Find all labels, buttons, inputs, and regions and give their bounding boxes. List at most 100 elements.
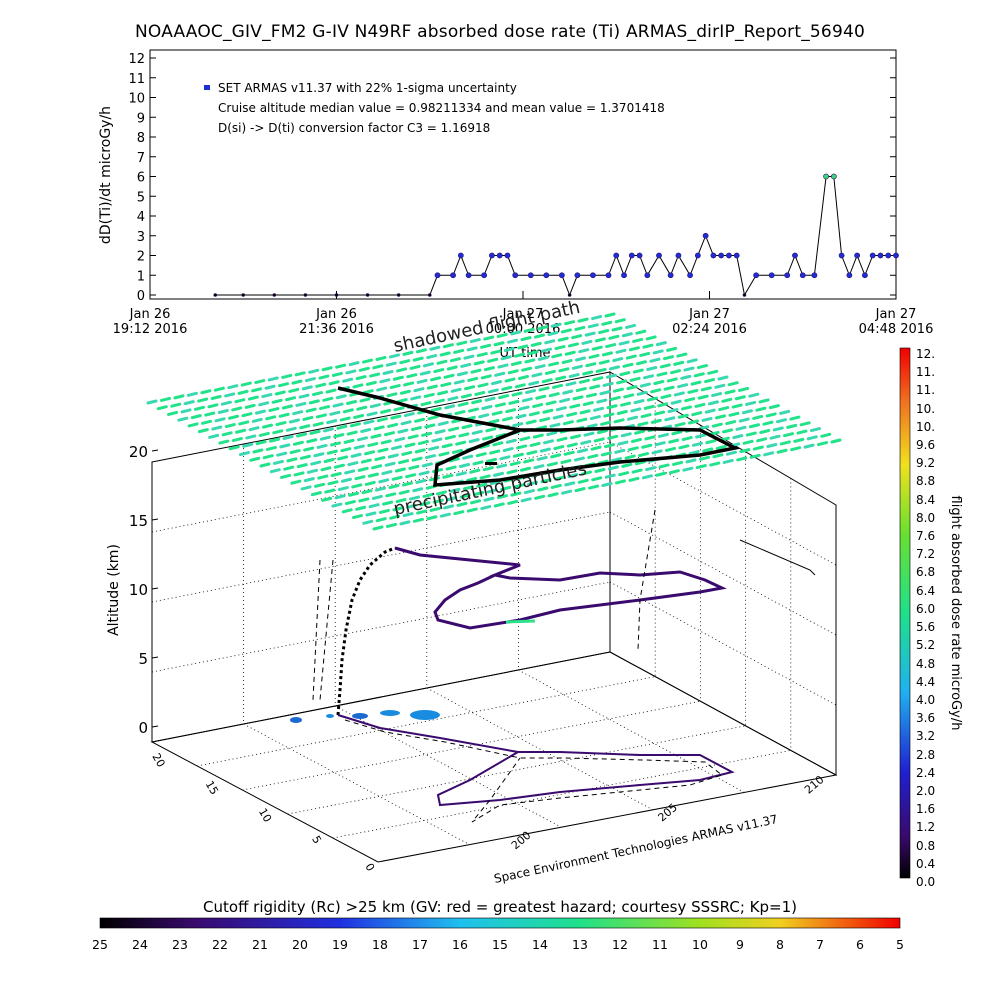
grid-dash	[214, 417, 226, 423]
grid-dash	[460, 362, 472, 368]
grid-dash	[643, 374, 655, 380]
grid-dash	[358, 366, 370, 372]
dose-point	[213, 293, 218, 297]
grid-dash	[289, 449, 301, 455]
grid-dash	[180, 408, 192, 414]
grid-dash	[548, 361, 560, 367]
grid-dash	[496, 463, 508, 469]
grid-dash	[768, 404, 780, 410]
grid-dash	[433, 368, 445, 374]
grid-dash	[526, 450, 538, 456]
grid-dash	[711, 392, 723, 398]
grid-dash	[376, 386, 388, 392]
grid-dash	[394, 436, 406, 442]
dose-colorbar-label: 9.2	[916, 456, 936, 471]
grid-dash	[371, 494, 383, 500]
grid-dash	[698, 425, 710, 431]
grid-dash	[197, 397, 209, 403]
grid-dash	[401, 450, 413, 456]
track-top-projection	[337, 386, 741, 487]
rigidity-colorbar-label: 16	[452, 937, 468, 952]
grid-dash	[224, 392, 236, 398]
dose-colorbar-label: 2.0	[916, 783, 936, 798]
dose-colorbar-label: 8.8	[916, 474, 936, 489]
grid-dash	[558, 367, 570, 373]
grid-dash	[684, 397, 696, 403]
grid-dash	[186, 391, 198, 397]
grid-dash	[241, 412, 253, 418]
grid-dash	[650, 418, 662, 424]
x-tick-date: Jan 26	[129, 307, 171, 322]
grid-dash	[633, 399, 645, 405]
grid-dash	[360, 428, 372, 434]
dose-colorbar-label: 3.2	[916, 729, 936, 744]
grid-dash	[525, 389, 537, 395]
grid-dash	[483, 496, 495, 502]
grid-dash	[322, 396, 334, 402]
grid-dash	[793, 437, 805, 443]
grid-dash	[285, 426, 297, 432]
grid-dash	[436, 359, 448, 365]
rigidity-colorbar-label: 22	[212, 937, 228, 952]
grid-dash	[364, 480, 376, 486]
grid-dash	[632, 337, 644, 343]
grid-dash	[509, 461, 521, 467]
grid-dash	[704, 408, 716, 414]
grid-dash	[292, 440, 304, 446]
grid-dash	[523, 458, 535, 464]
grid-line	[609, 441, 837, 566]
grid-dash	[363, 419, 375, 425]
grid-dash	[742, 439, 754, 445]
grid-dash	[374, 456, 386, 462]
grid-dash	[453, 348, 465, 354]
grid-dash	[612, 387, 624, 393]
grid-dash	[419, 370, 431, 376]
grid-dash	[426, 384, 438, 390]
grid-dash	[634, 429, 646, 435]
flight-track-climb	[336, 546, 396, 716]
grid-dash	[512, 452, 524, 458]
grid-dash	[238, 451, 250, 457]
grid-dash	[290, 479, 302, 485]
grid-line	[287, 725, 746, 815]
grid-dash	[341, 477, 353, 483]
dose-point	[628, 252, 635, 259]
grid-dash	[417, 440, 429, 446]
grid-dash	[456, 340, 468, 346]
grid-dash	[588, 484, 600, 490]
grid-dash	[444, 434, 456, 440]
credit-label: Space Environment Technologies ARMAS v11…	[493, 812, 779, 886]
grid-dash	[620, 401, 632, 407]
grid-dash	[444, 404, 456, 410]
grid-dash	[520, 497, 532, 503]
grid-dash	[304, 377, 316, 383]
grid-dash	[544, 339, 556, 345]
grid-dash	[419, 501, 431, 507]
grid-dash	[413, 387, 425, 393]
grid-dash	[261, 393, 273, 399]
grid-dash	[228, 414, 240, 420]
grid-dash	[299, 424, 311, 430]
grid-dash	[532, 433, 544, 439]
grid-dash	[479, 474, 491, 480]
grid-dash	[494, 371, 506, 377]
grid-dash	[493, 341, 505, 347]
ground-track-shadow	[344, 719, 724, 823]
dose-colorbar-label: 2.4	[916, 765, 936, 780]
grid-line	[518, 669, 745, 793]
grid-dash	[282, 435, 294, 441]
grid-dash	[624, 454, 636, 460]
grid-dash	[539, 417, 551, 423]
dose-point	[830, 173, 837, 180]
grid-dash	[396, 367, 408, 373]
grid-dash	[697, 394, 709, 400]
grid-dash	[634, 460, 646, 466]
grid-dash	[341, 508, 353, 514]
grid-dash	[475, 452, 487, 458]
dose-point	[489, 252, 495, 259]
grid-dash	[433, 398, 445, 404]
grid-dash	[210, 394, 222, 400]
grid-dash	[238, 420, 250, 426]
grid-dash	[316, 443, 328, 449]
grid-dash	[631, 468, 643, 474]
